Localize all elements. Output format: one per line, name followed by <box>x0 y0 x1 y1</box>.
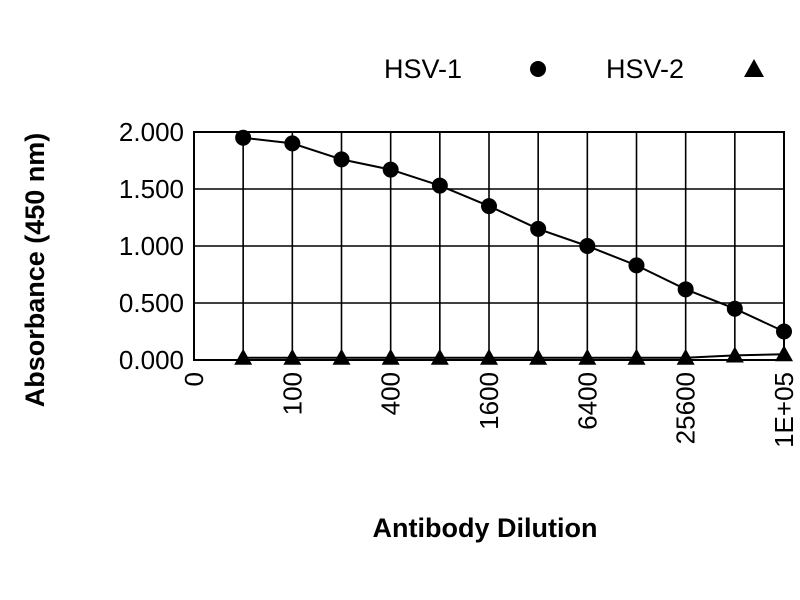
data-point-hsv-1 <box>628 257 645 274</box>
data-point-hsv-2 <box>775 345 793 362</box>
x-tick-label: 1600 <box>474 372 504 430</box>
data-point-hsv-2 <box>676 348 695 365</box>
data-point-hsv-2 <box>627 348 646 365</box>
x-axis-label: Antibody Dilution <box>373 513 598 543</box>
data-point-hsv-2 <box>234 348 253 365</box>
y-tick-label: 0.500 <box>119 288 184 318</box>
data-point-hsv-1 <box>579 238 596 254</box>
y-axis-label: Absorbance (450 nm) <box>20 133 50 408</box>
legend: HSV-1 HSV-2 <box>384 54 764 84</box>
series-line-hsv-2 <box>243 353 785 359</box>
x-tick-label: 400 <box>376 372 406 415</box>
y-tick-label: 1.500 <box>119 174 184 204</box>
y-tick-label: 1.000 <box>119 231 184 261</box>
data-point-hsv-1 <box>530 220 547 237</box>
data-point-hsv-1 <box>776 323 792 340</box>
data-point-hsv-2 <box>578 348 597 365</box>
data-point-hsv-1 <box>382 161 399 178</box>
data-point-hsv-2 <box>480 348 498 365</box>
data-point-hsv-2 <box>725 346 744 363</box>
data-point-hsv-2 <box>381 348 400 365</box>
legend-marker-hsv-1 <box>530 61 546 77</box>
y-axis-ticks: 0.000 0.500 1.000 1.500 2.000 <box>119 117 184 375</box>
grid <box>194 132 784 360</box>
series <box>234 129 793 365</box>
data-point-hsv-1 <box>677 281 694 298</box>
x-axis-ticks: 0 100 400 1600 6400 25600 1E+05 <box>179 372 799 448</box>
data-point-hsv-1 <box>284 135 301 152</box>
y-tick-label: 0.000 <box>119 345 184 375</box>
data-point-hsv-1 <box>481 198 497 215</box>
data-point-hsv-2 <box>332 348 351 365</box>
legend-label-hsv-2: HSV-2 <box>606 54 684 84</box>
data-point-hsv-1 <box>431 177 448 194</box>
x-tick-label: 25600 <box>671 372 701 444</box>
legend-label-hsv-1: HSV-1 <box>384 54 462 84</box>
data-point-hsv-2 <box>529 348 548 365</box>
x-tick-label: 6400 <box>572 372 602 430</box>
x-tick-label: 100 <box>277 372 307 415</box>
y-tick-label: 2.000 <box>119 117 184 147</box>
legend-marker-hsv-2 <box>744 59 764 77</box>
data-point-hsv-1 <box>333 151 350 168</box>
data-point-hsv-1 <box>235 129 252 146</box>
x-tick-label: 1E+05 <box>769 372 799 448</box>
series-line-hsv-1 <box>243 136 785 333</box>
data-point-hsv-1 <box>726 300 743 317</box>
data-point-hsv-2 <box>430 348 449 365</box>
x-tick-label: 0 <box>179 372 209 386</box>
data-point-hsv-2 <box>283 348 302 365</box>
